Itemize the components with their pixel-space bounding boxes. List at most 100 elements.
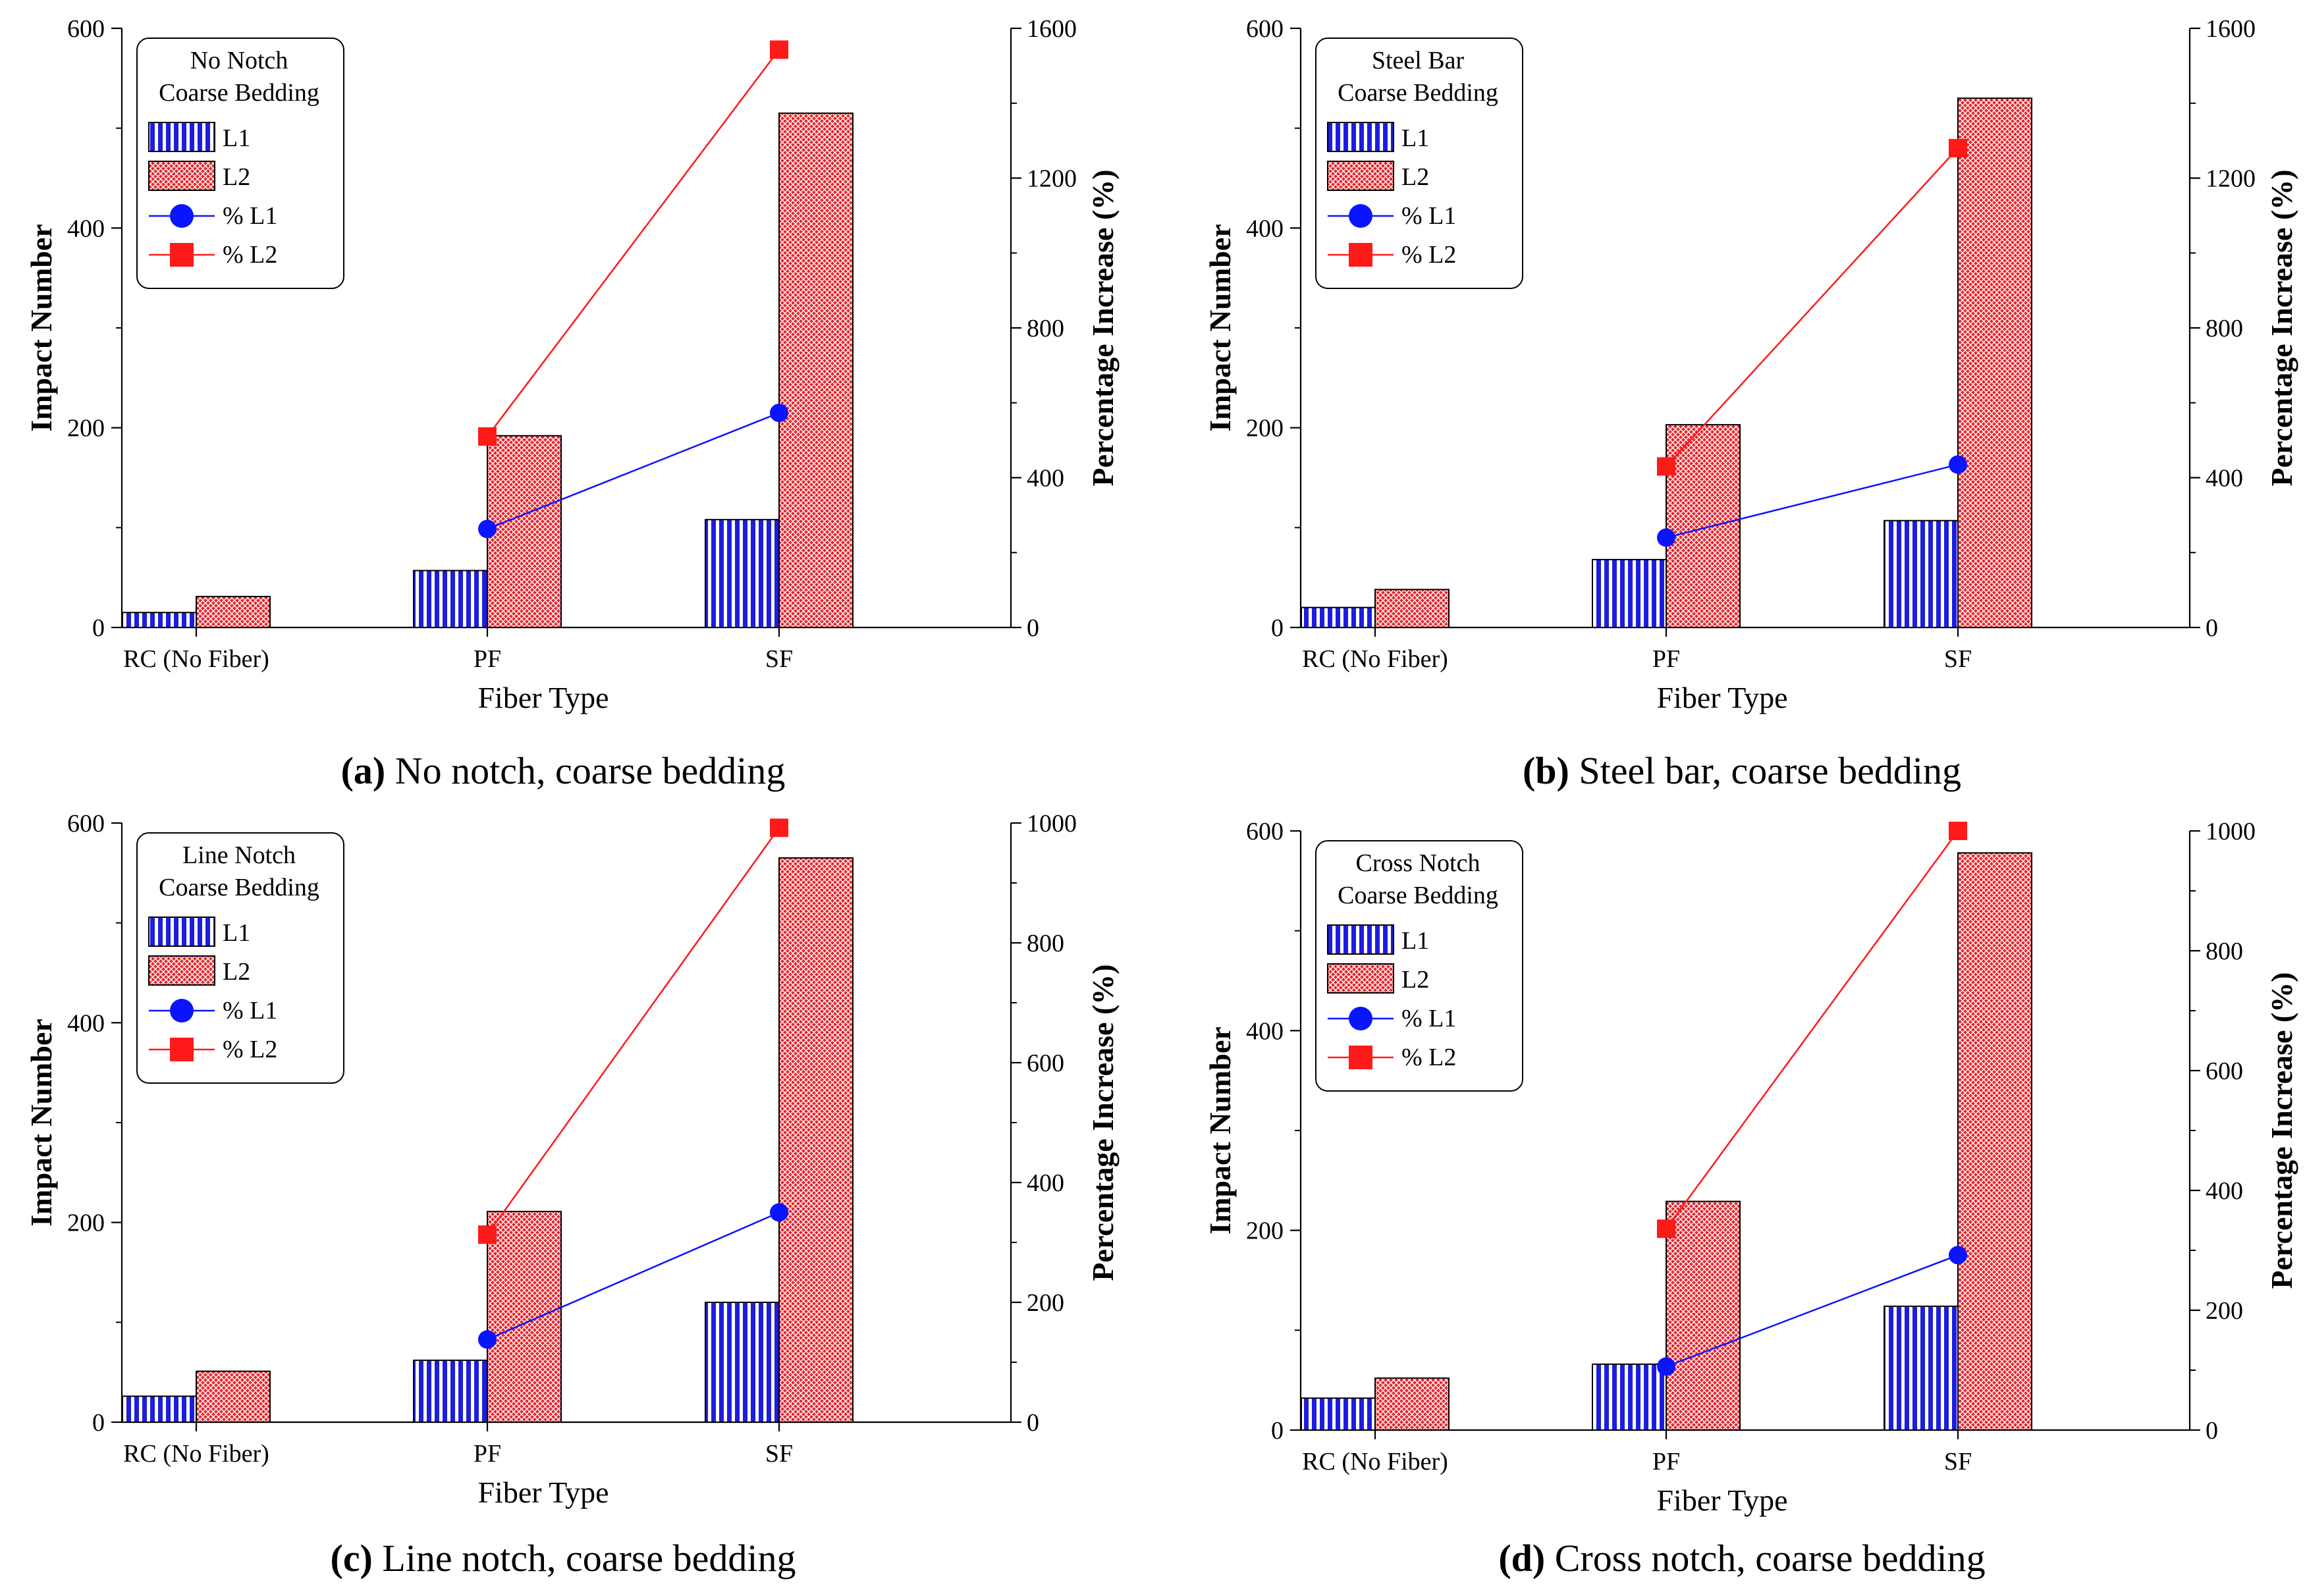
legend-marker-pct-l1 — [1349, 204, 1372, 228]
marker-pct-l2 — [1949, 822, 1967, 840]
y-axis-title: Impact Number — [24, 1019, 58, 1227]
y-tick-label: 600 — [1246, 818, 1284, 845]
y-tick-label: 200 — [1246, 415, 1284, 442]
legend-marker-pct-l2 — [170, 243, 194, 267]
y-tick-label: 600 — [1246, 15, 1284, 43]
x-tick-label: RC (No Fiber) — [1302, 645, 1448, 673]
marker-pct-l2 — [478, 427, 497, 446]
x-tick-label: PF — [1652, 645, 1680, 673]
x-axis-title: Fiber Type — [477, 681, 609, 714]
y-tick-label: 200 — [67, 1210, 105, 1237]
chart-panel-d: 0 200 400 600 0 200 400 600 800 1000 RC (No Fiber)… — [1203, 818, 2298, 1580]
x-tick-label: PF — [474, 1440, 501, 1468]
y2-tick-label: 200 — [1027, 1289, 1064, 1317]
legend-marker-pct-l2 — [1349, 1046, 1372, 1069]
legend-label-pct-l1: % L1 — [1401, 202, 1456, 230]
caption-letter: (a) — [341, 749, 386, 792]
bar-l2 — [1666, 1200, 1741, 1431]
caption-letter: (d) — [1498, 1537, 1545, 1580]
marker-pct-l1 — [1949, 1246, 1967, 1265]
bar-l1 — [1592, 1363, 1667, 1431]
y2-tick-label: 0 — [1027, 1409, 1039, 1437]
line-pct-l2 — [487, 49, 780, 437]
line-pct-l1 — [487, 412, 780, 530]
marker-pct-l1 — [1949, 455, 1967, 474]
bar-l2 — [1957, 97, 2032, 628]
caption-text: Cross notch, coarse bedding — [1545, 1537, 1985, 1580]
y2-tick-label: 1600 — [1027, 15, 1077, 43]
legend-label-pct-l1: % L1 — [223, 202, 277, 230]
legend-swatch-l1 — [1327, 122, 1394, 152]
marker-pct-l2 — [770, 40, 788, 59]
y2-tick-label: 1000 — [2206, 818, 2256, 845]
y2-axis-title: Percentage Increase (%) — [2265, 972, 2298, 1289]
bar-l2 — [1666, 424, 1741, 628]
bar-l1 — [122, 612, 197, 628]
line-pct-l2 — [1665, 830, 1959, 1229]
line-pct-l1 — [1666, 1254, 1959, 1368]
y-axis-title: Impact Number — [1203, 1026, 1237, 1235]
y2-tick-label: 200 — [2206, 1297, 2243, 1325]
y2-tick-label: 400 — [1027, 1169, 1064, 1197]
x-tick-label: SF — [1944, 645, 1972, 673]
legend-title-line1: Steel Bar — [1372, 47, 1465, 74]
legend-label-pct-l2: % L2 — [223, 1036, 277, 1063]
legend-label-pct-l2: % L2 — [1401, 241, 1456, 269]
y-tick-label: 600 — [67, 15, 105, 43]
y2-tick-label: 0 — [2206, 614, 2218, 642]
legend-marker-pct-l2 — [170, 1038, 194, 1061]
legend-label-pct-l2: % L2 — [223, 241, 277, 269]
bar-l2 — [196, 1370, 271, 1423]
legend-swatch-l2 — [148, 955, 215, 986]
panel-caption: (d) Cross notch, coarse bedding — [1498, 1537, 1985, 1580]
marker-pct-l1 — [478, 519, 497, 539]
bar-l2 — [1374, 1377, 1450, 1431]
y2-tick-label: 1600 — [2206, 15, 2256, 43]
legend-swatch-l1 — [1327, 924, 1394, 955]
legend-label-pct-l2: % L2 — [1401, 1044, 1456, 1071]
y2-tick-label: 800 — [2206, 315, 2243, 342]
y2-tick-label: 400 — [2206, 1177, 2243, 1205]
chart-panel-c: 0 200 400 600 0 200 400 600 800 1000 RC (No Fiber)… — [24, 810, 1120, 1580]
legend-label-pct-l1: % L1 — [223, 997, 277, 1024]
bar-l2 — [778, 857, 854, 1423]
marker-pct-l2 — [1657, 1219, 1675, 1238]
legend-box — [136, 832, 344, 1084]
legend-label-l2: L2 — [223, 163, 250, 191]
y2-tick-label: 800 — [1027, 315, 1064, 342]
y2-tick-label: 400 — [1027, 465, 1064, 492]
legend-marker-pct-l2 — [1349, 243, 1372, 267]
marker-pct-l1 — [770, 1203, 788, 1222]
line-pct-l1 — [1666, 464, 1959, 539]
chart-panel-a: 0 200 400 600 0 400 800 1200 1600 RC (No Fiber) PF… — [24, 15, 1120, 792]
legend-title-line2: Coarse Bedding — [159, 79, 319, 107]
bar-l1 — [1301, 606, 1376, 629]
marker-pct-l1 — [770, 404, 788, 423]
panel-caption: (b) Steel bar, coarse bedding — [1523, 749, 1961, 792]
y2-tick-label: 600 — [2206, 1057, 2243, 1085]
legend-label-l1: L1 — [223, 919, 250, 947]
legend-swatch-l2 — [1327, 963, 1394, 994]
y2-tick-label: 800 — [2206, 938, 2243, 965]
y-tick-label: 600 — [67, 810, 105, 838]
y-tick-label: 0 — [92, 1409, 105, 1437]
bar-l1 — [1884, 1305, 1959, 1431]
legend-title-line2: Coarse Bedding — [1338, 882, 1498, 909]
legend-label-l1: L1 — [223, 124, 250, 152]
x-axis-title: Fiber Type — [1656, 1483, 1787, 1517]
caption-letter: (b) — [1523, 749, 1569, 792]
y-tick-label: 0 — [1271, 614, 1284, 642]
y-tick-label: 0 — [1271, 1417, 1284, 1445]
bar-l2 — [196, 595, 271, 629]
x-tick-label: RC (No Fiber) — [123, 645, 269, 673]
legend-label-l2: L2 — [1401, 163, 1429, 191]
marker-pct-l2 — [478, 1225, 497, 1244]
y2-tick-label: 600 — [1027, 1050, 1064, 1077]
x-tick-label: RC (No Fiber) — [1302, 1448, 1448, 1476]
caption-text: Steel bar, coarse bedding — [1569, 749, 1961, 792]
legend-swatch-l2 — [148, 161, 215, 191]
y-tick-label: 400 — [1246, 215, 1284, 242]
bar-l2 — [1957, 852, 2032, 1431]
bar-l2 — [487, 1210, 562, 1423]
y2-axis-title: Percentage Increase (%) — [2265, 169, 2298, 486]
